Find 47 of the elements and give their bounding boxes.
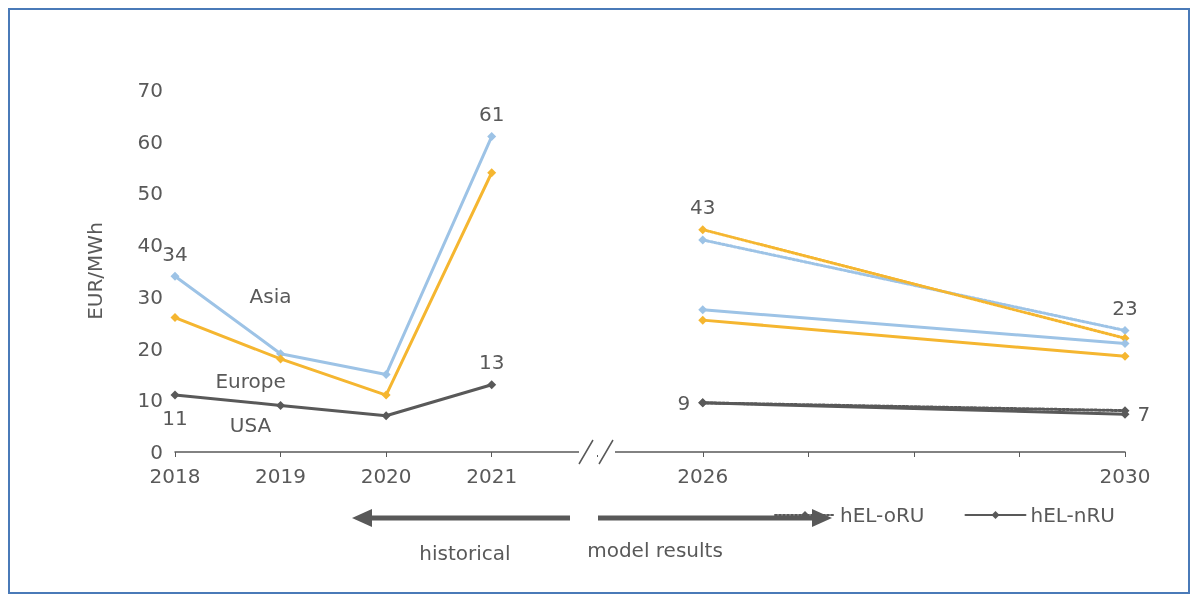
text: model results — [587, 538, 723, 562]
point — [170, 313, 180, 323]
point — [276, 400, 286, 410]
point — [381, 390, 391, 400]
x-tick-label: 2018 — [149, 464, 201, 488]
annotation: Europe — [215, 369, 286, 393]
y-tick-label: 30 — [137, 284, 163, 309]
y-axis-title: EUR/MWh — [83, 222, 107, 320]
y-tick-label: 0 — [150, 440, 163, 464]
point — [276, 354, 286, 364]
point — [698, 235, 708, 245]
point — [1120, 325, 1130, 335]
y-tick-label: 70 — [137, 78, 163, 102]
x-tick-label: 2021 — [466, 464, 518, 488]
data-label: 34 — [162, 241, 188, 266]
point — [1120, 351, 1130, 361]
data-label: 43 — [690, 195, 716, 220]
text: historical — [419, 541, 511, 565]
point — [698, 305, 708, 315]
data-label: 61 — [478, 102, 505, 127]
legend-label: hEL-oRU — [840, 503, 925, 527]
point — [487, 168, 497, 178]
point — [1120, 338, 1130, 348]
data-label: 9 — [677, 390, 691, 415]
point — [487, 380, 497, 390]
data-label: 7 — [1137, 402, 1151, 427]
y-tick-label: 20 — [137, 336, 163, 361]
annotation: USA — [229, 413, 272, 437]
y-tick-label: 40 — [137, 233, 163, 258]
point — [487, 132, 497, 142]
data-label: 11 — [162, 405, 188, 430]
point — [698, 225, 708, 235]
x-tick-label: 2026 — [677, 464, 729, 488]
y-tick-label: 10 — [137, 388, 163, 413]
y-tick-label: 60 — [137, 129, 163, 154]
data-label: 23 — [1112, 295, 1138, 320]
point — [170, 271, 180, 281]
point — [381, 369, 391, 379]
point — [170, 390, 180, 400]
data-label: 13 — [478, 350, 505, 375]
x-tick-label: 2019 — [255, 464, 307, 488]
annotation: Asia — [249, 284, 292, 308]
legend-label: hEL-nRU — [1030, 503, 1115, 527]
y-tick-label: 50 — [137, 181, 163, 206]
x-tick-label: 2020 — [360, 464, 412, 488]
point — [381, 411, 391, 421]
x-tick-label: 2030 — [1099, 464, 1151, 488]
